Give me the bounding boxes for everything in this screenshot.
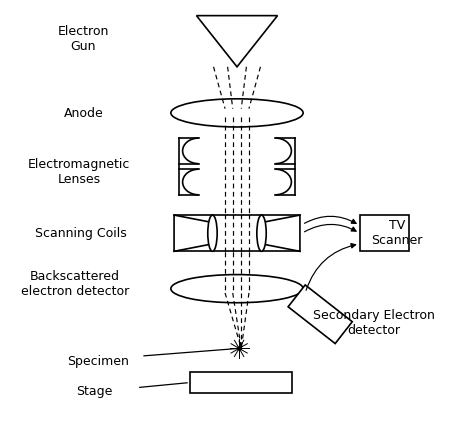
Polygon shape	[196, 16, 278, 67]
Polygon shape	[174, 215, 212, 251]
Polygon shape	[288, 285, 352, 344]
Ellipse shape	[257, 215, 266, 251]
Text: Backscattered
electron detector: Backscattered electron detector	[21, 270, 129, 298]
Polygon shape	[360, 215, 409, 251]
Polygon shape	[262, 215, 300, 251]
Text: Secondary Electron
detector: Secondary Electron detector	[312, 309, 435, 337]
Text: Stage: Stage	[76, 384, 112, 398]
Text: Specimen: Specimen	[67, 355, 129, 368]
Text: TV
Scanner: TV Scanner	[371, 219, 423, 247]
Polygon shape	[190, 372, 292, 393]
Ellipse shape	[208, 215, 217, 251]
Text: Electromagnetic
Lenses: Electromagnetic Lenses	[28, 158, 130, 186]
Text: Scanning Coils: Scanning Coils	[36, 227, 127, 240]
Ellipse shape	[171, 99, 303, 127]
Ellipse shape	[171, 275, 303, 303]
Text: Anode: Anode	[64, 107, 103, 120]
Polygon shape	[212, 215, 262, 251]
Text: Electron
Gun: Electron Gun	[58, 25, 109, 53]
